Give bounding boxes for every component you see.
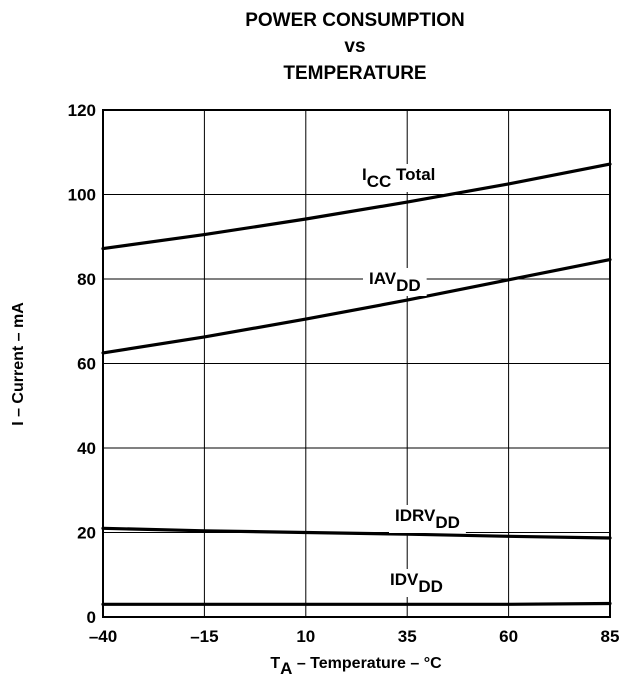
series-label-main: IDRV <box>395 506 436 525</box>
y-tick-label: 60 <box>77 355 96 374</box>
series-label-mask <box>384 569 449 597</box>
series-label-iavdd: IAVDD <box>369 269 421 295</box>
plot-frame <box>102 109 611 618</box>
chart-title-line-1: POWER CONSUMPTION <box>245 10 465 31</box>
series-line-iavdd <box>101 258 612 355</box>
series-line-idrvdd <box>101 526 612 540</box>
x-tick-label: 85 <box>601 627 620 646</box>
series-label-mask <box>363 268 427 296</box>
x-tick-label: –15 <box>190 627 218 646</box>
chart-title-line-3: TEMPERATURE <box>283 63 426 84</box>
y-tick-label: 40 <box>77 439 96 458</box>
series-label-sub: CC <box>367 172 392 191</box>
x-axis-label-main: T <box>270 655 280 672</box>
y-axis-label: I – Current – mA <box>10 302 27 426</box>
series-label-main: IDV <box>390 570 419 589</box>
x-axis-label-sub: A <box>280 659 292 678</box>
series-lines <box>101 162 612 606</box>
series-label-icc: ICC Total <box>362 165 435 191</box>
y-tick-label: 100 <box>68 186 96 205</box>
series-label-sub: DD <box>418 577 443 596</box>
y-tick-labels: 0 20 40 60 80 100 120 <box>68 101 96 627</box>
series-label-idrvdd: IDRVDD <box>395 506 460 532</box>
x-axis-label: TA – Temperature – °C <box>270 655 442 678</box>
series-line-icc <box>101 162 612 251</box>
chart-title-line-2: vs <box>344 36 365 57</box>
series-label-sub: DD <box>396 276 421 295</box>
series-label-main: I <box>362 165 367 184</box>
x-tick-label: 10 <box>296 627 315 646</box>
series-line-idvdd <box>101 601 612 606</box>
series-label-mask <box>356 164 442 192</box>
x-tick-label: 35 <box>398 627 417 646</box>
y-tick-label: 80 <box>77 270 96 289</box>
series-label-main: IAV <box>369 269 397 288</box>
x-axis-label-rest: – Temperature – °C <box>292 655 442 672</box>
y-tick-label: 20 <box>77 524 96 543</box>
y-tick-label: 0 <box>87 608 96 627</box>
series-label-mask <box>389 505 466 533</box>
series-label-rest: Total <box>391 165 435 184</box>
y-tick-label: 120 <box>68 101 96 120</box>
series-label-sub: DD <box>435 513 460 532</box>
series-label-idvdd: IDVDD <box>390 570 443 596</box>
x-tick-labels: –40 –15 10 35 60 85 <box>89 627 620 646</box>
x-tick-label: –40 <box>89 627 117 646</box>
x-tick-label: 60 <box>499 627 518 646</box>
label-masks <box>356 164 466 597</box>
